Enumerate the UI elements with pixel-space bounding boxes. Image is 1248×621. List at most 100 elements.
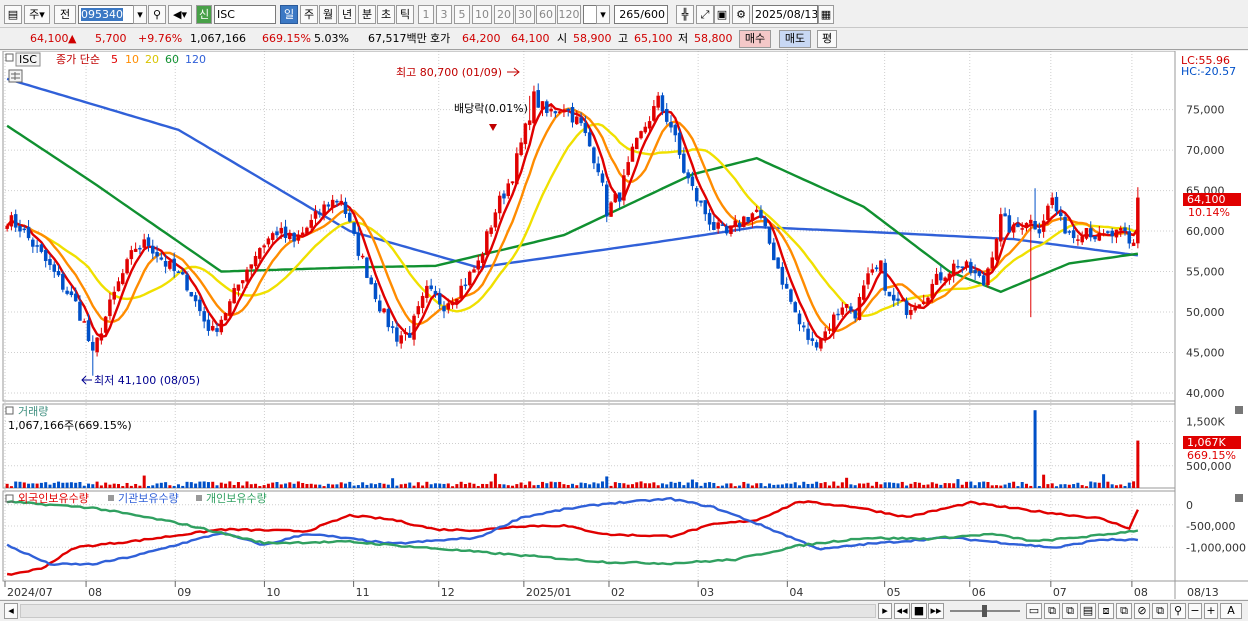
open-price: 58,900 xyxy=(573,32,612,45)
volume-bar xyxy=(566,484,570,488)
interval-120[interactable]: 120 xyxy=(557,5,581,24)
inv-pane-close-icon[interactable] xyxy=(1235,494,1243,502)
volume-bar xyxy=(185,481,189,488)
date-input[interactable]: 2025/08/13 xyxy=(752,5,818,24)
candle-body xyxy=(206,319,211,331)
save-icon[interactable]: ▣ xyxy=(714,5,730,24)
candle-body xyxy=(390,326,395,328)
candle-body xyxy=(549,108,553,112)
code-input[interactable]: 095340 xyxy=(78,5,144,24)
volume-bar xyxy=(802,481,806,488)
volume-bar xyxy=(995,485,999,488)
buy-button[interactable]: 매수 xyxy=(739,30,771,48)
stop-icon[interactable]: ■ xyxy=(911,603,927,619)
interval-10[interactable]: 10 xyxy=(472,5,492,24)
tile-icon[interactable]: ▤ xyxy=(1080,603,1096,619)
x-tick-label: 10 xyxy=(266,586,280,599)
candle-body xyxy=(133,248,138,252)
tab-period-second[interactable]: 초 xyxy=(377,5,395,24)
chart-svg[interactable]: 75,00070,00065,00060,00055,00050,00045,0… xyxy=(0,50,1248,599)
candle-body xyxy=(433,290,438,295)
candle-body xyxy=(819,338,823,349)
volume-bar xyxy=(583,483,587,488)
candle-body xyxy=(1106,231,1110,233)
tab-period-month[interactable]: 월 xyxy=(319,5,337,24)
font-size-icon[interactable]: A xyxy=(1220,603,1242,619)
interval-60[interactable]: 60 xyxy=(536,5,556,24)
scroll-right-icon[interactable]: ▸ xyxy=(878,603,892,619)
volume-bar xyxy=(485,484,489,488)
search-icon[interactable]: ⚲ xyxy=(148,5,166,24)
tab-period-tick[interactable]: 틱 xyxy=(396,5,414,24)
scroll-left-icon[interactable]: ◂ xyxy=(4,603,18,619)
split-icon[interactable]: ⧉ xyxy=(1116,603,1132,619)
stack-icon[interactable]: ⧈ xyxy=(1098,603,1114,619)
x-tick-label: 08 xyxy=(1134,586,1148,599)
scroll-track[interactable] xyxy=(20,604,876,618)
candle-body xyxy=(313,211,318,219)
zoom-in-icon[interactable]: + xyxy=(1204,603,1218,619)
eval-button[interactable]: 평 xyxy=(817,30,837,48)
volume-bar xyxy=(708,482,712,488)
x-axis-end-label: 08/13 xyxy=(1187,586,1219,599)
zoom-out-icon[interactable]: − xyxy=(1188,603,1202,619)
volume-bar xyxy=(579,482,583,488)
volume-bar xyxy=(1007,482,1011,488)
candle-body xyxy=(326,204,331,207)
window-icon[interactable]: ▭ xyxy=(1026,603,1042,619)
candle-body xyxy=(172,258,176,271)
gear-icon[interactable]: ⚙ xyxy=(732,5,750,24)
hc-label: HC:-20.57 xyxy=(1181,65,1236,78)
sell-button[interactable]: 매도 xyxy=(779,30,811,48)
volume-bar xyxy=(1046,484,1050,488)
trend-tool-icon[interactable]: ⤢ xyxy=(696,5,714,24)
ma-legend-60: 60 xyxy=(165,53,179,66)
interval-30[interactable]: 30 xyxy=(515,5,535,24)
candle-body xyxy=(999,214,1003,242)
candle-type-icon[interactable]: ╬ xyxy=(676,5,694,24)
volume-bar xyxy=(189,482,193,488)
candle-body xyxy=(240,280,245,284)
volume-bar xyxy=(785,483,789,488)
speaker-icon[interactable]: ◀▾ xyxy=(168,5,192,24)
interval-20[interactable]: 20 xyxy=(494,5,514,24)
last-change-label: 10.14% xyxy=(1188,206,1230,219)
calendar-icon[interactable]: ▦ xyxy=(818,5,834,24)
volume-bar xyxy=(549,481,553,488)
stock-name-field[interactable]: ISC xyxy=(214,5,276,24)
candle-body xyxy=(532,91,536,124)
volume-bar xyxy=(665,484,669,488)
last-icon[interactable]: ▸▸ xyxy=(928,603,944,619)
vol-pane-close-icon[interactable] xyxy=(1235,406,1243,414)
interval-1[interactable]: 1 xyxy=(418,5,434,24)
zoom-icon[interactable]: ⚲ xyxy=(1170,603,1186,619)
zoom-slider-handle[interactable] xyxy=(982,605,987,617)
market-type-select[interactable]: 주▾ xyxy=(24,5,50,24)
volume-bar xyxy=(635,482,639,488)
interval-3[interactable]: 3 xyxy=(436,5,452,24)
tab-period-year[interactable]: 년 xyxy=(338,5,356,24)
interval-5[interactable]: 5 xyxy=(454,5,470,24)
chart-area[interactable]: 75,000 70,000 65,000 60,000 55,000 50,000 45,0… xyxy=(0,50,1248,599)
candle-body xyxy=(677,132,682,155)
volume-bar xyxy=(1029,485,1033,488)
link-icon[interactable]: ⊘ xyxy=(1134,603,1150,619)
volume-bar xyxy=(202,481,206,488)
code-dropdown-icon[interactable]: ▾ xyxy=(133,5,147,24)
candle-body xyxy=(253,256,258,267)
layout-icon[interactable]: ▤ xyxy=(4,5,22,24)
view-icon[interactable]: ⧉ xyxy=(1152,603,1168,619)
tab-period-week[interactable]: 주 xyxy=(300,5,318,24)
cascade-icon[interactable]: ⧉ xyxy=(1062,603,1078,619)
first-icon[interactable]: ◂◂ xyxy=(894,603,910,619)
volume-bar xyxy=(639,481,643,488)
tab-period-day[interactable]: 일 xyxy=(280,5,298,24)
x-tick-label: 09 xyxy=(177,586,191,599)
volume-bar xyxy=(827,485,831,488)
tab-period-minute[interactable]: 분 xyxy=(358,5,376,24)
interval-dropdown-icon[interactable]: ▾ xyxy=(596,5,610,24)
period-button[interactable]: 전 xyxy=(54,5,76,24)
candle-body xyxy=(527,120,532,125)
count-input[interactable]: 265/600 xyxy=(614,5,668,24)
copy-icon[interactable]: ⧉ xyxy=(1044,603,1060,619)
